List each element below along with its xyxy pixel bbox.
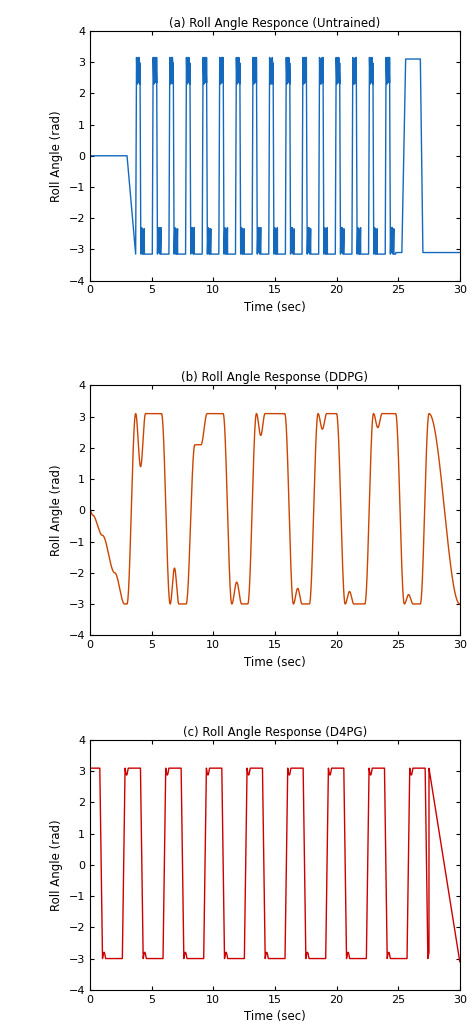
Y-axis label: Roll Angle (rad): Roll Angle (rad)	[50, 110, 63, 202]
Title: (b) Roll Angle Response (DDPG): (b) Roll Angle Response (DDPG)	[182, 371, 368, 385]
X-axis label: Time (sec): Time (sec)	[244, 301, 306, 314]
Title: (c) Roll Angle Response (D4PG): (c) Roll Angle Response (D4PG)	[183, 726, 367, 739]
X-axis label: Time (sec): Time (sec)	[244, 1010, 306, 1023]
Title: (a) Roll Angle Responce (Untrained): (a) Roll Angle Responce (Untrained)	[169, 16, 381, 30]
Y-axis label: Roll Angle (rad): Roll Angle (rad)	[50, 465, 63, 556]
X-axis label: Time (sec): Time (sec)	[244, 656, 306, 669]
Y-axis label: Roll Angle (rad): Roll Angle (rad)	[50, 819, 63, 910]
